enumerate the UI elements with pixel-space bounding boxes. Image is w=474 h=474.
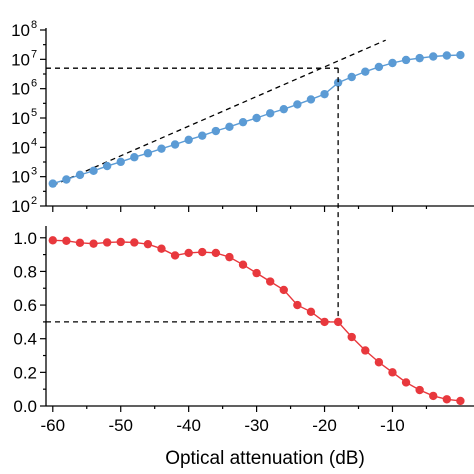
- bottom-data-point: [157, 244, 166, 253]
- top-data-point: [48, 179, 57, 188]
- top-data-point: [361, 67, 370, 76]
- bottom-data-point: [238, 260, 248, 269]
- top-y-tick-exponent: 7: [31, 48, 37, 60]
- top-y-tick-label: 10: [11, 50, 30, 69]
- top-y-tick-exponent: 4: [31, 136, 37, 148]
- bottom-data-point: [252, 268, 261, 278]
- top-data-point: [333, 78, 343, 87]
- top-y-tick-exponent: 8: [31, 19, 37, 31]
- x-tick-label: -30: [244, 416, 269, 435]
- top-data-point: [442, 51, 452, 60]
- top-data-point: [211, 126, 221, 136]
- x-tick-label: -10: [380, 416, 405, 435]
- bottom-data-point: [347, 332, 356, 342]
- bottom-panel: 0.0 0.2 0.4 0.6 0.8 1.0: [13, 68, 474, 416]
- bottom-data-point: [442, 395, 452, 404]
- top-y-tick-exponent: 6: [31, 78, 37, 90]
- top-data-point: [320, 89, 329, 99]
- top-data-point: [293, 100, 302, 109]
- bottom-data-point: [415, 385, 424, 395]
- x-tick-label: -40: [176, 416, 201, 435]
- bottom-data-point: [62, 236, 71, 246]
- top-y-tick-label: 10: [11, 21, 30, 40]
- top-y-tick-exponent: 2: [31, 195, 37, 207]
- bottom-data-point: [456, 396, 465, 406]
- top-data-point: [429, 52, 438, 61]
- bottom-data-point: [211, 248, 221, 258]
- bottom-data-point: [320, 317, 329, 327]
- top-data-point: [388, 58, 397, 68]
- top-data-point: [157, 144, 166, 153]
- top-data-point: [143, 149, 153, 158]
- top-data-point: [75, 170, 85, 180]
- top-fit-line: [52, 39, 386, 187]
- top-y-tick-label: 10: [11, 80, 30, 99]
- top-y-tick-exponent: 3: [31, 166, 37, 178]
- bottom-data-point: [75, 238, 85, 248]
- top-data-point: [456, 50, 465, 60]
- bottom-data-point: [89, 239, 98, 248]
- bottom-y-tick-label: 0.2: [13, 363, 37, 382]
- bottom-data-point: [102, 238, 112, 247]
- top-data-point: [198, 131, 207, 140]
- bottom-series-line: [52, 239, 461, 402]
- top-y-tick-label: 10: [11, 138, 30, 157]
- x-tick-label: -50: [108, 416, 133, 435]
- bottom-data-point: [225, 252, 234, 262]
- bottom-data-point: [143, 239, 153, 249]
- top-data-point: [347, 72, 356, 82]
- top-data-point: [401, 55, 411, 65]
- bottom-y-tick-label: 0.0: [13, 397, 37, 416]
- top-data-point: [265, 109, 275, 118]
- bottom-data-point: [48, 236, 57, 245]
- top-data-point: [89, 166, 98, 176]
- bottom-data-point: [265, 277, 275, 286]
- bottom-data-point: [170, 251, 180, 260]
- bottom-data-point: [306, 307, 316, 316]
- top-data-point: [252, 113, 261, 123]
- top-y-tick-exponent: 5: [31, 107, 37, 119]
- bottom-data-point: [374, 358, 384, 367]
- bottom-y-tick-label: 0.4: [13, 330, 37, 349]
- top-data-point: [102, 161, 112, 171]
- bottom-data-point: [333, 317, 343, 327]
- x-axis: -60 -50 -40 -30 -20 -10: [41, 206, 428, 435]
- bottom-data-point: [130, 238, 139, 247]
- bottom-y-tick-label: 1.0: [13, 229, 37, 248]
- top-data-point: [116, 157, 125, 167]
- top-data-point: [130, 153, 139, 162]
- top-data-point: [62, 175, 71, 184]
- top-data-point: [306, 95, 316, 104]
- top-y-tick-label: 10: [11, 197, 30, 216]
- top-data-point: [415, 53, 424, 63]
- top-data-point: [184, 135, 193, 145]
- top-data-point: [374, 62, 384, 72]
- top-data-point: [279, 104, 288, 114]
- bottom-data-point: [184, 248, 193, 258]
- bottom-data-point: [429, 391, 438, 401]
- bottom-data-point: [279, 285, 288, 295]
- x-axis-label: Optical attenuation (dB): [165, 448, 365, 469]
- top-y-tick-label: 10: [11, 109, 30, 128]
- top-data-point: [225, 122, 234, 132]
- bottom-y-tick-label: 0.8: [13, 262, 37, 281]
- bottom-data-point: [401, 378, 411, 387]
- bottom-data-point: [361, 346, 370, 355]
- top-data-point: [170, 140, 180, 149]
- bottom-y-tick-label: 0.6: [13, 296, 37, 315]
- top-y-tick-label: 10: [11, 168, 30, 187]
- x-tick-label: -60: [41, 416, 66, 435]
- bottom-data-point: [198, 247, 207, 257]
- bottom-data-point: [293, 300, 302, 310]
- bottom-data-point: [388, 368, 397, 377]
- bottom-data-point: [116, 237, 125, 247]
- top-data-point: [238, 117, 248, 127]
- x-tick-label: -20: [312, 416, 337, 435]
